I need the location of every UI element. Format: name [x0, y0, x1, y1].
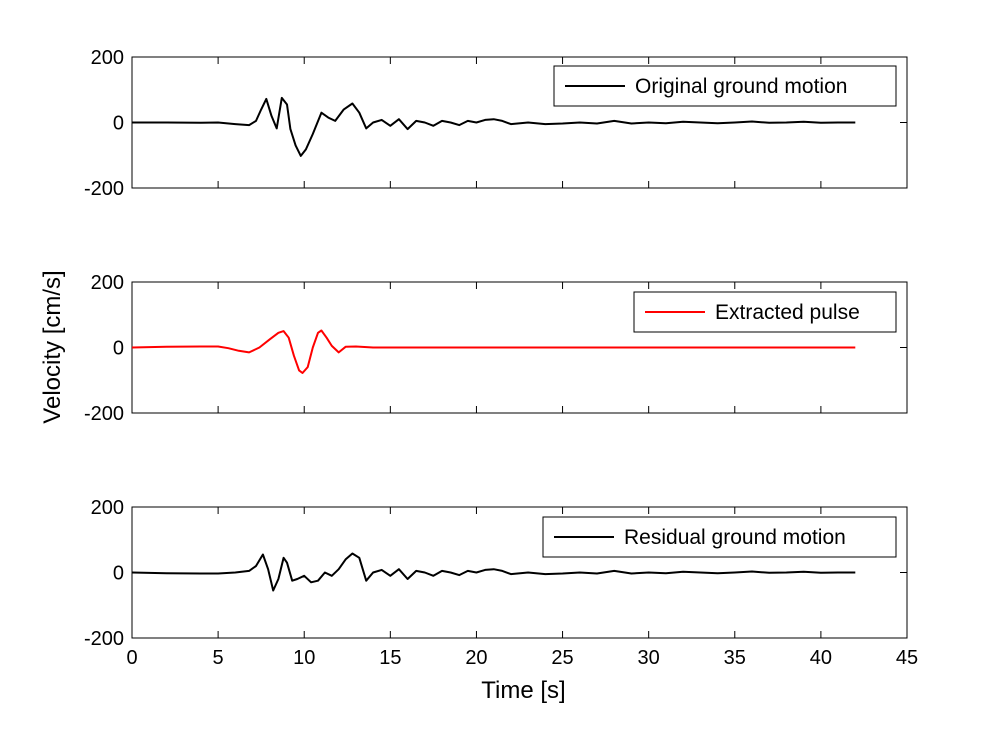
legend: Original ground motion [553, 65, 897, 107]
x-tick-label: 20 [465, 647, 487, 669]
y-tick-label: 0 [113, 563, 124, 585]
x-axis-label: Time [s] [481, 677, 565, 704]
x-tick-label: 35 [724, 647, 746, 669]
legend-label: Original ground motion [635, 75, 847, 98]
series-line-1 [132, 96, 856, 157]
y-tick-label: -200 [84, 628, 124, 650]
series-line-3 [131, 552, 856, 592]
legend-label: Extracted pulse [715, 301, 860, 324]
legend-label: Residual ground motion [624, 526, 846, 549]
y-tick-label: 0 [113, 113, 124, 135]
x-tick-label: 10 [293, 647, 315, 669]
legend-box [553, 65, 897, 107]
y-tick-label: -200 [84, 178, 124, 200]
y-tick-label: 200 [91, 497, 124, 519]
x-tick-label: 5 [213, 647, 224, 669]
y-tick-label: 200 [91, 272, 124, 294]
series-line-2 [131, 329, 856, 374]
y-axis-label: Velocity [cm/s] [39, 270, 66, 423]
y-tick-label: -200 [84, 403, 124, 425]
x-tick-label: 30 [638, 647, 660, 669]
y-tick-label: 0 [113, 338, 124, 360]
y-tick-label: 200 [91, 47, 124, 69]
x-tick-label: 45 [896, 647, 918, 669]
x-tick-label: 0 [126, 647, 137, 669]
legend: Residual ground motion [542, 516, 897, 558]
panel-1: -200 0 200 Original ground motion [84, 47, 908, 200]
panel-2: -200 0 200 Extracted pulse [84, 272, 908, 425]
legend: Extracted pulse [633, 291, 897, 333]
x-tick-label: 15 [379, 647, 401, 669]
x-tick-label: 40 [810, 647, 832, 669]
x-tick-label: 25 [551, 647, 573, 669]
